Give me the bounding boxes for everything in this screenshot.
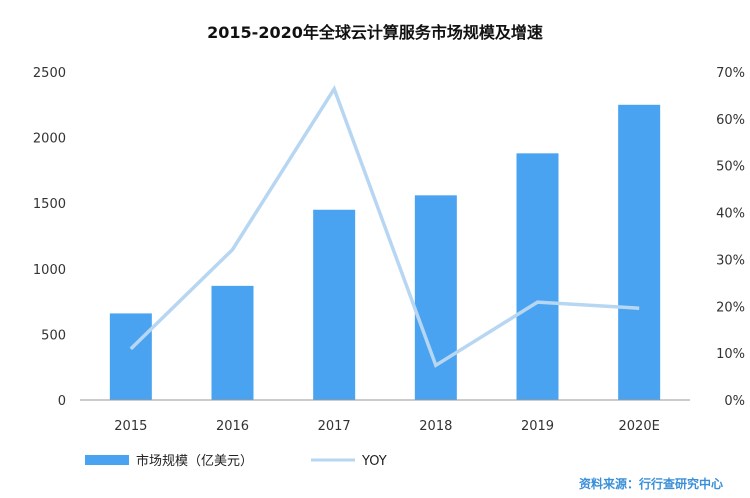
left-tick-label: 1000 — [33, 263, 66, 278]
legend-bar-label: 市场规模（亿美元） — [136, 453, 253, 469]
bar-series — [109, 104, 661, 401]
right-tick-label: 10% — [716, 347, 745, 362]
bar — [313, 209, 356, 400]
left-tick-label: 1500 — [33, 197, 66, 212]
right-tick-label: 40% — [716, 207, 745, 222]
right-tick-label: 30% — [716, 253, 745, 268]
right-tick-label: 50% — [716, 160, 745, 175]
legend-line-label: YOY — [361, 454, 387, 469]
left-tick-label: 2500 — [33, 66, 66, 81]
left-tick-label: 500 — [41, 328, 66, 343]
bar — [618, 104, 661, 401]
legend-bar-swatch — [85, 455, 129, 465]
right-tick-label: 70% — [716, 66, 745, 81]
x-axis-ticks: 2015 2016 2017 2018 2019 2020E — [114, 419, 660, 434]
x-tick-label: 2018 — [419, 419, 452, 434]
left-tick-label: 0 — [58, 394, 66, 409]
x-tick-label: 2020E — [619, 419, 660, 434]
right-tick-label: 60% — [716, 113, 745, 128]
source-note: 资料来源：行行查研究中心 — [579, 476, 723, 491]
bar — [516, 153, 559, 400]
x-tick-label: 2017 — [318, 419, 351, 434]
x-tick-label: 2019 — [521, 419, 554, 434]
yoy-line — [129, 84, 640, 368]
left-tick-label: 2000 — [33, 132, 66, 147]
right-tick-label: 20% — [716, 300, 745, 315]
legend: 市场规模（亿美元） YOY — [85, 453, 387, 469]
x-tick-label: 2016 — [216, 419, 249, 434]
right-tick-label: 0% — [724, 394, 745, 409]
bar — [211, 285, 254, 400]
right-axis-ticks: 0% 10% 20% 30% 40% 50% 60% 70% — [716, 66, 745, 409]
left-axis-ticks: 0 500 1000 1500 2000 2500 — [33, 66, 66, 409]
x-tick-label: 2015 — [114, 419, 147, 434]
bar — [109, 313, 152, 400]
chart-title: 2015-2020年全球云计算服务市场规模及增速 — [207, 23, 543, 42]
bar — [414, 195, 457, 400]
